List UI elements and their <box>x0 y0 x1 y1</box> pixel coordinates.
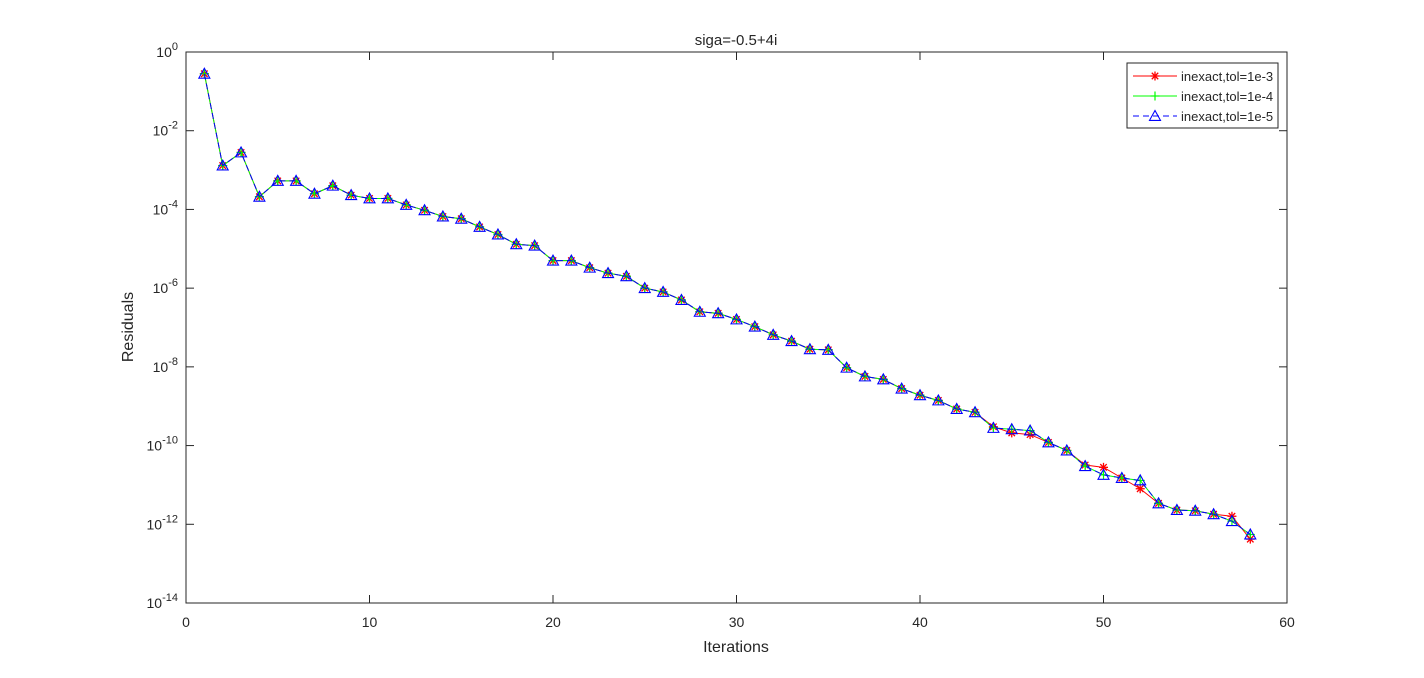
data-point <box>619 269 633 282</box>
legend-label: inexact,tol=1e-4 <box>1181 89 1273 104</box>
data-point <box>1005 422 1019 435</box>
data-point <box>363 191 376 204</box>
data-point <box>913 388 927 401</box>
x-tick-label: 60 <box>1279 614 1295 630</box>
data-point <box>1097 468 1110 480</box>
data-point <box>436 209 450 222</box>
data-point <box>1152 496 1165 509</box>
data-point <box>1243 527 1257 540</box>
data-point <box>675 293 688 305</box>
data-point <box>950 402 964 414</box>
y-tick-label: 10-12 <box>147 513 178 532</box>
data-point <box>491 227 505 240</box>
legend-marker <box>1148 109 1162 121</box>
data-point <box>308 187 321 199</box>
data-point <box>821 343 835 355</box>
data-point <box>931 393 945 406</box>
data-point <box>1023 423 1037 436</box>
data-point <box>693 305 707 317</box>
data-point <box>895 381 909 394</box>
data-point <box>509 237 523 250</box>
data-point <box>252 190 266 202</box>
data-point <box>1207 507 1221 520</box>
data-point <box>840 361 854 373</box>
data-point <box>803 342 817 355</box>
y-tick-label: 10-8 <box>153 356 178 375</box>
legend-label: inexact,tol=1e-5 <box>1181 109 1273 124</box>
data-point <box>730 312 743 325</box>
legend-marker <box>1150 71 1160 81</box>
data-point <box>1115 471 1129 483</box>
data-point <box>418 203 431 216</box>
series-line <box>203 73 1251 535</box>
x-tick-label: 20 <box>545 614 561 630</box>
data-point <box>381 191 395 204</box>
y-tick-label: 10-2 <box>153 120 178 139</box>
chart-title: siga=-0.5+4i <box>695 32 778 49</box>
data-point <box>528 239 542 251</box>
y-tick-label: 10-14 <box>147 592 178 611</box>
data-point <box>326 179 340 191</box>
data-point <box>216 158 230 171</box>
data-point <box>1188 504 1202 516</box>
data-point <box>564 254 578 266</box>
y-tick-label: 100 <box>156 41 178 60</box>
data-point <box>1078 459 1092 472</box>
data-point <box>271 174 285 186</box>
data-point <box>289 174 303 186</box>
y-tick-label: 10-4 <box>153 198 178 217</box>
x-tick-label: 10 <box>362 614 378 630</box>
series-layer <box>197 67 1257 544</box>
data-point <box>1135 484 1145 494</box>
data-point <box>1170 503 1184 515</box>
data-point <box>454 212 468 224</box>
legend-label: inexact,tol=1e-3 <box>1181 69 1273 84</box>
data-point <box>748 320 762 332</box>
data-point <box>858 369 872 382</box>
x-tick-label: 40 <box>912 614 928 630</box>
data-point <box>1060 443 1074 456</box>
data-point <box>711 306 725 319</box>
data-point <box>766 328 780 340</box>
data-point <box>473 220 487 232</box>
y-tick-label: 10-10 <box>147 435 178 454</box>
legend-marker <box>1150 91 1160 101</box>
data-point <box>583 261 597 273</box>
x-tick-label: 0 <box>182 614 190 630</box>
data-point <box>399 198 413 210</box>
x-tick-label: 30 <box>729 614 745 630</box>
data-point <box>638 281 652 294</box>
data-point <box>234 145 248 158</box>
x-axis-label: Iterations <box>703 639 769 656</box>
legend: inexact,tol=1e-3 inexact,tol=1e-4 inexact,… <box>1126 62 1279 129</box>
data-point <box>968 405 982 418</box>
data-point <box>344 188 358 201</box>
y-axis-ticks: 100 10-2 10-4 10-6 10-8 10-10 10-12 10-14 <box>147 41 1287 611</box>
x-tick-label: 50 <box>1096 614 1112 630</box>
data-point <box>1042 435 1055 448</box>
data-point <box>1133 473 1147 486</box>
data-point <box>876 372 890 385</box>
x-axis-ticks: 0 10 20 30 40 50 60 <box>182 52 1295 630</box>
data-point <box>656 285 670 297</box>
data-point <box>1225 514 1239 527</box>
data-point <box>197 67 211 79</box>
data-point <box>546 254 560 266</box>
data-point <box>785 334 798 347</box>
y-tick-label: 10-6 <box>153 277 178 296</box>
data-point <box>986 421 1000 433</box>
data-point <box>601 266 615 279</box>
series-3 <box>197 67 1257 540</box>
y-axis-label: Residuals <box>120 292 137 362</box>
plot-area <box>185 51 1288 604</box>
